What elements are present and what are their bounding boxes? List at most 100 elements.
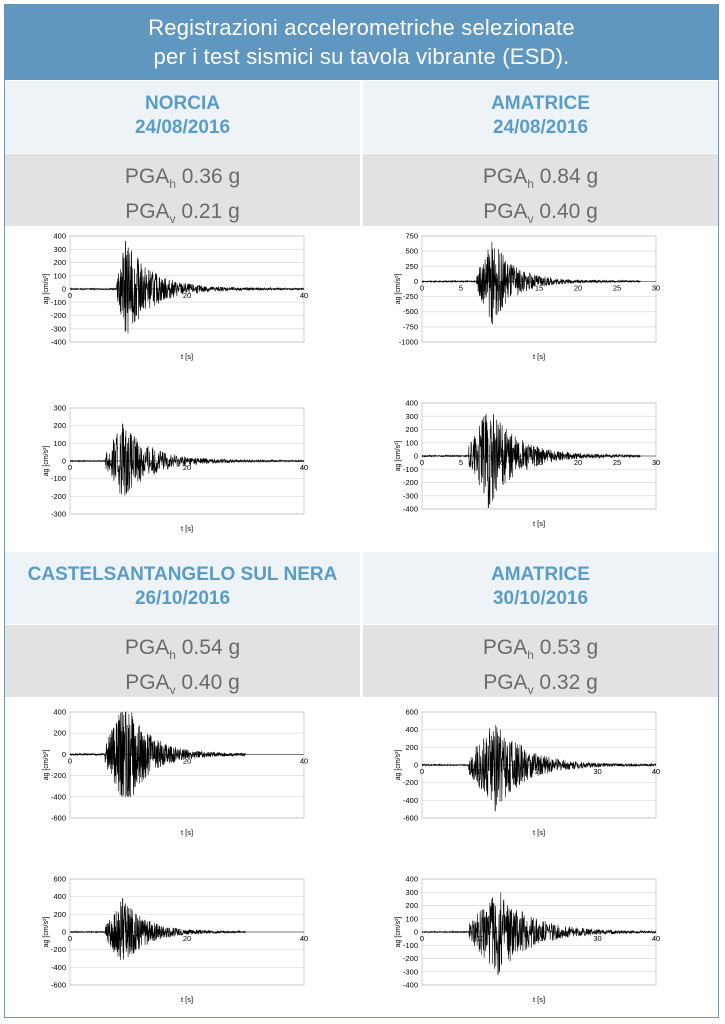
y-tick-label: 0 — [62, 285, 66, 294]
pga-vertical: PGAv 0.40 g — [125, 671, 240, 697]
y-tick-label: 0 — [414, 277, 418, 286]
y-axis-label: ag [cm/s²] — [43, 446, 50, 477]
figure-title: Registrazioni accelerometriche seleziona… — [4, 4, 719, 80]
y-tick-label: 400 — [405, 875, 418, 884]
y-tick-label: 0 — [62, 457, 66, 466]
y-axis-label: ag [cm/s²] — [395, 274, 402, 305]
panel-header-castelsantangelo: CASTELSANTANGELO SUL NERA 26/10/2016 — [5, 552, 360, 624]
y-tick-label: -100 — [403, 941, 418, 950]
x-tick-label: 30 — [652, 458, 660, 467]
event-date: 26/10/2016 — [134, 588, 231, 609]
y-tick-label: -500 — [403, 307, 418, 316]
y-tick-label: 400 — [53, 892, 66, 901]
x-axis-label: t [s] — [533, 995, 545, 1004]
y-tick-label: -300 — [51, 510, 66, 519]
y-tick-label: 400 — [405, 399, 418, 408]
station-name: AMATRICE — [491, 93, 590, 114]
accelerogram-trace — [69, 241, 305, 334]
y-tick-label: 0 — [414, 452, 418, 461]
y-tick-label: -200 — [51, 492, 66, 501]
y-tick-label: 100 — [405, 914, 418, 923]
y-tick-label: -750 — [403, 322, 418, 331]
y-tick-label: 300 — [405, 412, 418, 421]
title-line-1: Registrazioni accelerometriche seleziona… — [148, 15, 575, 40]
y-axis-label: ag [cm/s²] — [395, 441, 402, 472]
pga-vertical: PGAv 0.40 g — [483, 200, 598, 226]
y-tick-label: 200 — [405, 425, 418, 434]
x-axis-label: t [s] — [181, 995, 193, 1004]
y-tick-label: -100 — [51, 298, 66, 307]
x-tick-label: 20 — [183, 463, 191, 472]
accelerogram-trace — [69, 898, 246, 960]
y-tick-label: -600 — [403, 814, 418, 823]
x-tick-label: 40 — [652, 934, 660, 943]
x-axis-label: t [s] — [181, 828, 193, 837]
y-tick-label: 100 — [405, 438, 418, 447]
y-tick-label: 400 — [53, 708, 66, 717]
y-tick-label: -400 — [403, 981, 418, 990]
y-tick-label: -200 — [51, 771, 66, 780]
y-tick-label: 0 — [414, 761, 418, 770]
x-tick-label: 30 — [652, 283, 660, 292]
accelerogram-trace — [69, 423, 305, 496]
y-tick-label: 600 — [405, 708, 418, 717]
y-tick-label: -300 — [403, 491, 418, 500]
y-tick-label: -250 — [403, 292, 418, 301]
y-tick-label: -400 — [51, 338, 66, 347]
y-tick-label: 100 — [53, 439, 66, 448]
y-tick-label: 300 — [53, 404, 66, 413]
y-axis-label: ag [cm/s²] — [395, 917, 402, 948]
x-tick-label: 20 — [183, 291, 191, 300]
title-line-2: per i test sismici su tavola vibrante (E… — [153, 44, 570, 69]
y-tick-label: -200 — [403, 778, 418, 787]
x-tick-label: 0 — [68, 934, 72, 943]
y-tick-label: -600 — [51, 814, 66, 823]
panel-header-amatrice-1: AMATRICE 24/08/2016 — [363, 81, 718, 153]
event-date: 24/08/2016 — [492, 117, 589, 138]
x-tick-label: 0 — [420, 283, 424, 292]
x-tick-label: 20 — [574, 283, 582, 292]
pga-horizontal: PGAh 0.54 g — [124, 636, 241, 662]
x-tick-label: 0 — [420, 934, 424, 943]
accelerogram-trace — [69, 711, 246, 798]
y-tick-label: 200 — [53, 910, 66, 919]
accelerogram-trace — [421, 892, 657, 975]
y-axis-label: ag [cm/s²] — [43, 274, 50, 305]
y-tick-label: 200 — [53, 421, 66, 430]
y-tick-label: 250 — [405, 262, 418, 271]
x-tick-label: 30 — [593, 934, 601, 943]
x-tick-label: 20 — [574, 458, 582, 467]
event-date: 30/10/2016 — [492, 588, 589, 609]
y-axis-label: ag [cm/s²] — [43, 750, 50, 781]
plot-frame — [421, 235, 657, 343]
y-tick-label: -200 — [51, 945, 66, 954]
event-date: 24/08/2016 — [134, 117, 231, 138]
y-tick-label: -200 — [51, 311, 66, 320]
y-tick-label: -100 — [51, 474, 66, 483]
station-name: AMATRICE — [491, 564, 590, 585]
pga-box-norcia: PGAh 0.36 g PGAv 0.21 g — [5, 154, 360, 226]
y-axis-label: ag [cm/s²] — [395, 750, 402, 781]
station-name: CASTELSANTANGELO SUL NERA — [27, 564, 338, 585]
x-tick-label: 0 — [68, 291, 72, 300]
pga-box-amatrice-2: PGAh 0.53 g PGAv 0.32 g — [363, 625, 718, 697]
x-tick-label: 20 — [183, 756, 191, 765]
station-name: NORCIA — [145, 93, 220, 114]
pga-vertical: PGAv 0.21 g — [125, 200, 240, 226]
plot-frame — [69, 711, 305, 819]
pga-box-amatrice-1: PGAh 0.84 g PGAv 0.40 g — [363, 154, 718, 226]
y-tick-label: -200 — [403, 478, 418, 487]
x-tick-label: 40 — [300, 463, 308, 472]
x-axis-label: t [s] — [533, 828, 545, 837]
y-tick-label: 200 — [53, 729, 66, 738]
x-tick-label: 40 — [300, 756, 308, 765]
x-tick-label: 30 — [593, 767, 601, 776]
x-tick-label: 5 — [459, 283, 463, 292]
